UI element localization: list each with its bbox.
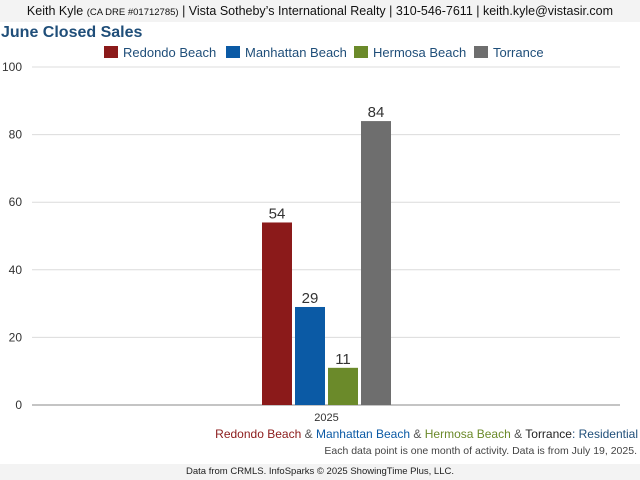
bar-torrance	[361, 121, 391, 405]
data-label: 54	[269, 205, 286, 222]
legend-label-manhattan-beach: Manhattan Beach	[245, 45, 347, 60]
summary-torrance-name: Torrance	[525, 427, 572, 441]
summary-property-type: : Residential	[571, 427, 638, 441]
y-tick-label: 20	[9, 330, 23, 344]
legend-label-redondo-beach: Redondo Beach	[123, 45, 217, 60]
bar-manhattan-beach	[295, 306, 325, 405]
legend-item-manhattan-beach[interactable]: Manhattan Beach	[226, 45, 347, 61]
legend-label-hermosa-beach: Hermosa Beach	[373, 45, 467, 60]
summary-torrance: Torrance	[525, 427, 572, 441]
agent-name: Keith Kyle	[26, 4, 84, 18]
legend-swatch-redondo-beach	[104, 46, 118, 58]
agent-dre-number: (CA DRE #01712785)	[86, 7, 179, 18]
x-tick-label: 2025	[314, 412, 338, 424]
y-tick-label: 0	[15, 398, 22, 412]
data-label: 11	[335, 351, 351, 368]
bar-hermosa-beach	[328, 367, 358, 405]
summary-hermosa-beach: Hermosa Beach	[424, 427, 511, 441]
agent-contact: | Vista Sotheby’s International Realty |…	[182, 4, 614, 18]
legend: Redondo Beach Manhattan Beach Hermosa Be…	[0, 45, 640, 63]
legend-item-redondo-beach[interactable]: Redondo Beach	[104, 45, 216, 61]
data-note: Each data point is one month of activity…	[324, 445, 637, 457]
y-tick-label: 40	[9, 263, 23, 277]
summary-amp: &	[413, 427, 422, 441]
legend-swatch-torrance	[474, 46, 488, 58]
agent-header: Keith Kyle (CA DRE #01712785) | Vista So…	[0, 0, 640, 22]
legend-label-torrance: Torrance	[493, 45, 544, 60]
summary-amp: &	[514, 427, 523, 441]
y-tick-label: 80	[9, 128, 23, 142]
summary-manhattan-beach: Manhattan Beach	[315, 427, 411, 441]
summary-redondo-beach: Redondo Beach	[215, 427, 302, 441]
data-label: 84	[368, 104, 385, 121]
chart-title: June Closed Sales	[1, 24, 143, 41]
y-tick-label: 100	[2, 60, 22, 74]
legend-item-hermosa-beach[interactable]: Hermosa Beach	[354, 45, 466, 61]
bar-redondo-beach	[262, 222, 292, 405]
legend-swatch-hermosa-beach	[354, 46, 368, 58]
data-label: 29	[302, 290, 319, 307]
legend-swatch-manhattan-beach	[226, 46, 240, 58]
legend-item-torrance[interactable]: Torrance	[474, 45, 544, 61]
series-summary: Redondo Beach & Manhattan Beach & Hermos…	[215, 427, 638, 441]
summary-amp: &	[304, 427, 313, 441]
bar-chart: 0 20 40 60 80 100 54 29 11 84 2025	[2, 60, 620, 424]
data-source: Data from CRMLS. InfoSparks © 2025 Showi…	[0, 464, 640, 480]
y-tick-label: 60	[9, 195, 23, 209]
